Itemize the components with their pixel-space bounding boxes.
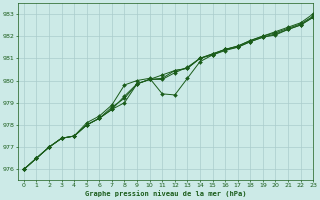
X-axis label: Graphe pression niveau de la mer (hPa): Graphe pression niveau de la mer (hPa): [84, 190, 246, 197]
